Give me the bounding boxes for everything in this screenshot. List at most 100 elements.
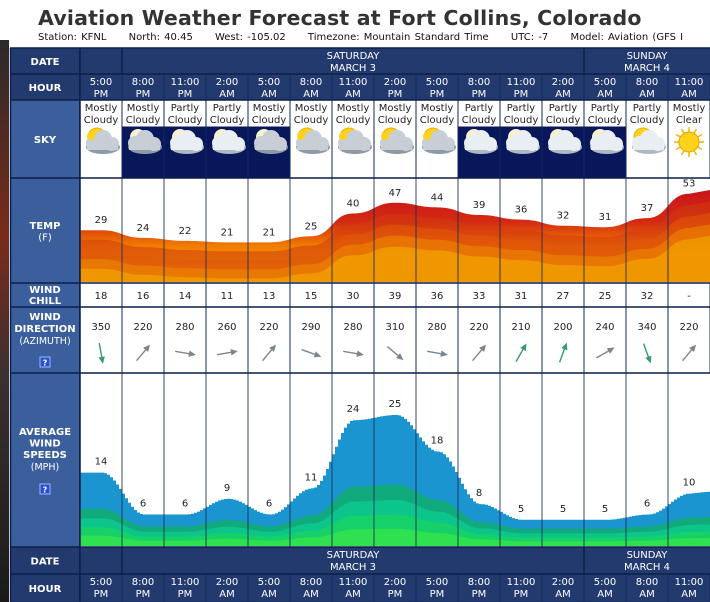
sun-ray: [697, 146, 703, 151]
wind-speed-value: 18: [431, 436, 444, 447]
sky-text-bg: [164, 100, 206, 127]
hour-time: 5:00: [258, 77, 280, 88]
arrow-head: [230, 349, 238, 356]
sky-condition-line2: Cloudy: [294, 115, 329, 126]
sun-ray: [675, 146, 681, 151]
partly-cloudy-night-icon: [464, 129, 498, 154]
forecast-model: Model: Aviation (GFS I: [570, 32, 684, 43]
hour-label-cell-bg: [11, 74, 79, 100]
hour-ampm: AM: [597, 89, 612, 100]
sky-condition-line1: Mostly: [85, 103, 118, 114]
sun-ray: [680, 128, 685, 134]
cloudy-night-icon: [254, 129, 288, 154]
wind-speed-row: 14 6 6 9 6 11 24 25 18 8 5 5 5 6 10: [80, 373, 710, 547]
wind-direction-help-icon[interactable]: ?: [39, 356, 51, 368]
hour-ampm: PM: [136, 89, 151, 100]
hour-cell: [80, 74, 122, 100]
hour-ampm: AM: [639, 589, 654, 600]
wind-chill-cell: [206, 283, 248, 307]
sky-condition-line1: Mostly: [295, 103, 328, 114]
wind-speed-help-icon[interactable]: ?: [39, 483, 51, 495]
wind-speed-value: 5: [560, 504, 566, 515]
temp-value: 24: [137, 223, 150, 234]
wind-arrow-icon: [175, 350, 196, 357]
wind-direction-value: 260: [217, 322, 236, 333]
help-icon-glyph: ?: [43, 359, 48, 368]
cloud-base: [591, 143, 622, 150]
temp-value: 22: [179, 226, 192, 237]
hour-cell: [332, 74, 374, 100]
hour-time: 11:00: [339, 577, 368, 588]
wind-speed-value: 14: [95, 457, 108, 468]
wind-chill-value: 13: [263, 291, 276, 302]
cloud-base: [465, 143, 496, 150]
hour-time: 5:00: [594, 77, 616, 88]
wind-chill-value: 36: [431, 291, 444, 302]
date-day: MARCH 3: [330, 63, 376, 74]
wind-chill-cell: [584, 283, 626, 307]
hour-cell: [584, 74, 626, 100]
sky-condition-line1: Mostly: [127, 103, 160, 114]
wind-direction-cell: [668, 307, 710, 373]
arrow-head: [269, 344, 277, 352]
wind-chill-value: 25: [599, 291, 612, 302]
station-id: Station: KFNL: [38, 32, 107, 43]
sky-condition-line1: Partly: [213, 103, 242, 114]
sky-condition-line1: Mostly: [379, 103, 412, 114]
partly-cloudy-night-icon: [170, 129, 204, 154]
cloud-base: [171, 143, 202, 150]
wind-chill-cell: [458, 283, 500, 307]
cloud-base: [297, 143, 328, 150]
hour-time: 5:00: [594, 577, 616, 588]
arrow-head: [606, 347, 615, 354]
sky-condition-line2: Cloudy: [588, 115, 623, 126]
wind-direction-value: 290: [301, 322, 320, 333]
wind-chill-value: 11: [221, 291, 234, 302]
left-edge-strip: [0, 40, 9, 602]
wind-direction-value: 280: [175, 322, 194, 333]
sky-text-bg: [542, 100, 584, 127]
hour-time: 2:00: [384, 577, 406, 588]
hour-ampm: AM: [303, 589, 318, 600]
hour-time: 8:00: [636, 577, 658, 588]
cloudy-day-icon: [86, 127, 120, 154]
sun-ray: [693, 128, 698, 134]
sun-peek: [87, 132, 95, 140]
hour-time: 5:00: [426, 577, 448, 588]
wind-speed-value: 9: [224, 483, 230, 494]
sky-condition-line2: Clear: [676, 115, 703, 126]
sky-condition-line1: Mostly: [421, 103, 454, 114]
cloud-base: [129, 143, 160, 150]
cloudy-night-icon: [128, 129, 162, 154]
hour-time: 8:00: [132, 577, 154, 588]
hour-cell: [164, 574, 206, 602]
wind-chill-value: 27: [557, 291, 570, 302]
hour-cell: [458, 74, 500, 100]
row-label-date: DATE: [31, 57, 60, 68]
row-label-wind-chill: WIND CHILL: [29, 285, 62, 307]
wind-direction-cell: [374, 307, 416, 373]
wind-direction-cell: [626, 307, 668, 373]
temp-value: 21: [263, 227, 276, 238]
hour-ampm: AM: [555, 89, 570, 100]
hour-ampm: AM: [261, 89, 276, 100]
hour-cell: [416, 574, 458, 602]
sky-text-bg: [332, 100, 374, 127]
hour-cell: [500, 74, 542, 100]
arrow-head: [356, 350, 364, 357]
date-weekday: SATURDAY: [327, 550, 381, 561]
hour-cell: [332, 574, 374, 602]
row-label-hour-bottom: HOUR: [29, 584, 62, 595]
row-label-mph: (MPH): [31, 462, 59, 473]
hour-time: 8:00: [468, 77, 490, 88]
wind-direction-cell: [206, 307, 248, 373]
arrow-head: [188, 350, 196, 357]
hour-cell: [248, 74, 290, 100]
wind-direction-value: 220: [679, 322, 698, 333]
arrow-head: [689, 344, 697, 352]
